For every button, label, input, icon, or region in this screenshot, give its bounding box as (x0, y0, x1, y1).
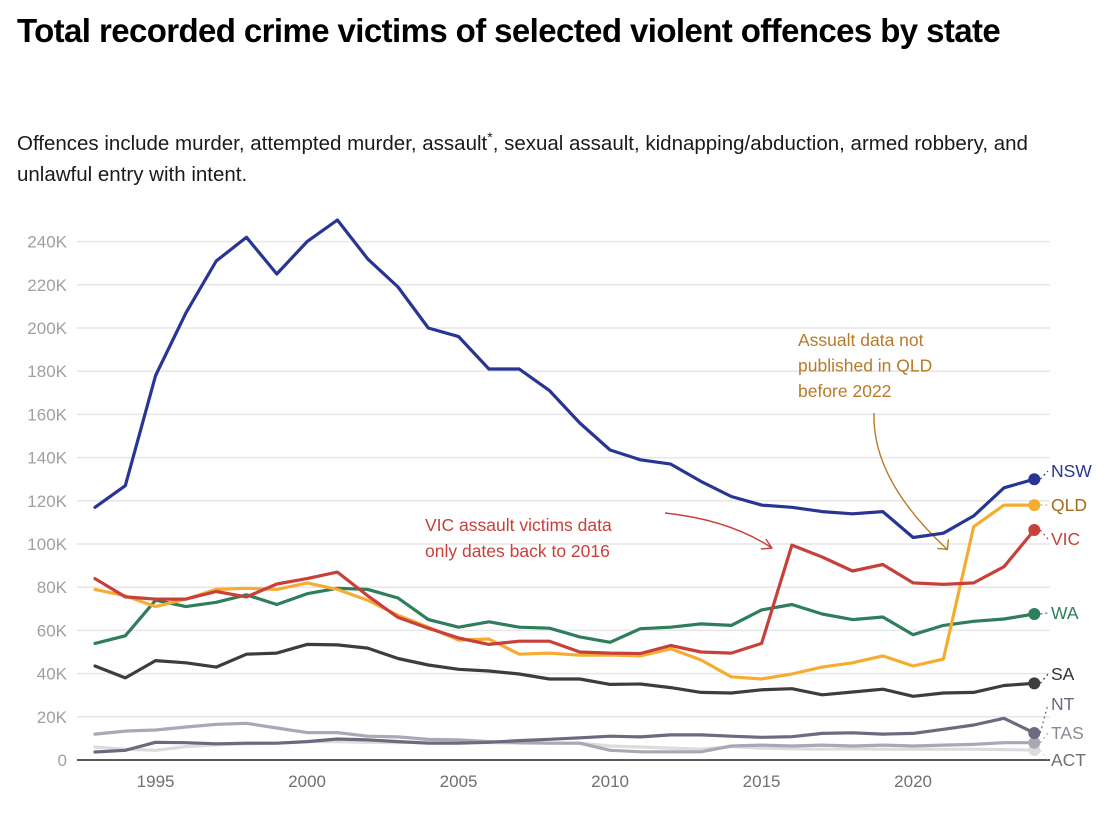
x-tick-label: 2020 (894, 772, 932, 791)
end-point-marker (1028, 677, 1041, 690)
series-line (93, 218, 1036, 540)
y-tick-label: 100K (27, 535, 67, 554)
y-tick-label: 180K (27, 362, 67, 381)
series-line (93, 716, 1036, 754)
annotation-arrow (664, 512, 773, 549)
series-label-sa: SA (1051, 664, 1075, 684)
series-labels: ACT TAS NT SA WA QLD VIC NSW (1039, 461, 1092, 770)
x-axis: 1995 2000 2005 2010 2015 2020 (137, 772, 932, 791)
end-point-marker (1028, 736, 1041, 749)
label-leader-line (1039, 673, 1049, 684)
end-point-marker (1028, 727, 1041, 739)
y-tick-label: 40K (37, 665, 68, 684)
y-tick-label: 220K (27, 276, 67, 295)
annotation-qld: Assualt data not published in QLD before 2… (798, 330, 950, 551)
end-point-marker (1028, 499, 1041, 512)
annotation-arrowhead (760, 538, 774, 550)
x-tick-label: 2005 (440, 772, 478, 791)
label-leader-line (1039, 749, 1049, 761)
subtitle-asterisk: * (487, 129, 493, 146)
label-leader-line (1039, 529, 1049, 540)
chart-subtitle: Offences include murder, attempted murde… (17, 128, 1107, 190)
annotation-arrowhead (937, 539, 950, 551)
end-point-marker (1028, 523, 1041, 536)
series-label-tas: TAS (1051, 723, 1084, 743)
series-nsw (93, 218, 1041, 540)
y-tick-label: 240K (27, 233, 67, 252)
label-leader-line (1040, 612, 1049, 615)
annotation-text: only dates back to 2016 (425, 541, 610, 561)
series-label-nt: NT (1051, 694, 1075, 714)
y-tick-label: 80K (37, 578, 68, 597)
y-tick-label: 60K (37, 621, 68, 640)
y-tick-label: 200K (27, 319, 67, 338)
annotation-text: before 2022 (798, 381, 891, 401)
annotation-arrow (873, 412, 948, 550)
x-tick-label: 2010 (591, 772, 629, 791)
series-tas (93, 721, 1041, 754)
annotation-vic: VIC assault victims data only dates back … (425, 512, 774, 561)
series-label-qld: QLD (1051, 495, 1087, 515)
subtitle-text-2: , sexual assault, kidnapping/abduction, … (17, 132, 1028, 186)
series-line (93, 528, 1036, 656)
annotations: VIC assault victims data only dates back … (425, 330, 950, 561)
y-tick-label: 0 (58, 751, 67, 770)
series-label-nsw: NSW (1051, 461, 1092, 481)
y-axis: 0 20K 40K 60K 80K 100K 120K 140K 160K 180K 200K 220… (27, 233, 67, 770)
series-vic (93, 523, 1041, 656)
annotation-text: VIC assault victims data (425, 515, 612, 535)
x-tick-label: 1995 (137, 772, 175, 791)
series-line (93, 503, 1036, 681)
y-tick-label: 120K (27, 492, 67, 511)
series-label-act: ACT (1051, 750, 1086, 770)
series-label-wa: WA (1051, 603, 1079, 623)
series-line (93, 642, 1036, 698)
subtitle-text-1: Offences include murder, attempted murde… (17, 132, 488, 155)
x-tick-label: 2000 (288, 772, 326, 791)
series-line (93, 721, 1036, 754)
label-leader-line (1039, 732, 1049, 744)
gridlines (77, 240, 1050, 718)
y-tick-label: 160K (27, 405, 67, 424)
label-leader-line (1039, 703, 1049, 734)
series-sa (93, 642, 1041, 698)
end-point-marker (1028, 473, 1041, 486)
y-tick-label: 20K (37, 708, 68, 727)
series-qld (93, 499, 1041, 681)
label-leader-line (1039, 470, 1049, 480)
series-nt (93, 716, 1041, 754)
series-label-vic: VIC (1051, 529, 1080, 549)
y-tick-label: 140K (27, 449, 67, 468)
end-point-marker (1028, 607, 1041, 620)
annotation-text: published in QLD (798, 356, 932, 376)
x-tick-label: 2015 (743, 772, 781, 791)
series-lines (93, 218, 1041, 757)
annotation-text: Assualt data not (798, 330, 924, 350)
chart-title: Total recorded crime victims of selected… (17, 12, 1001, 49)
